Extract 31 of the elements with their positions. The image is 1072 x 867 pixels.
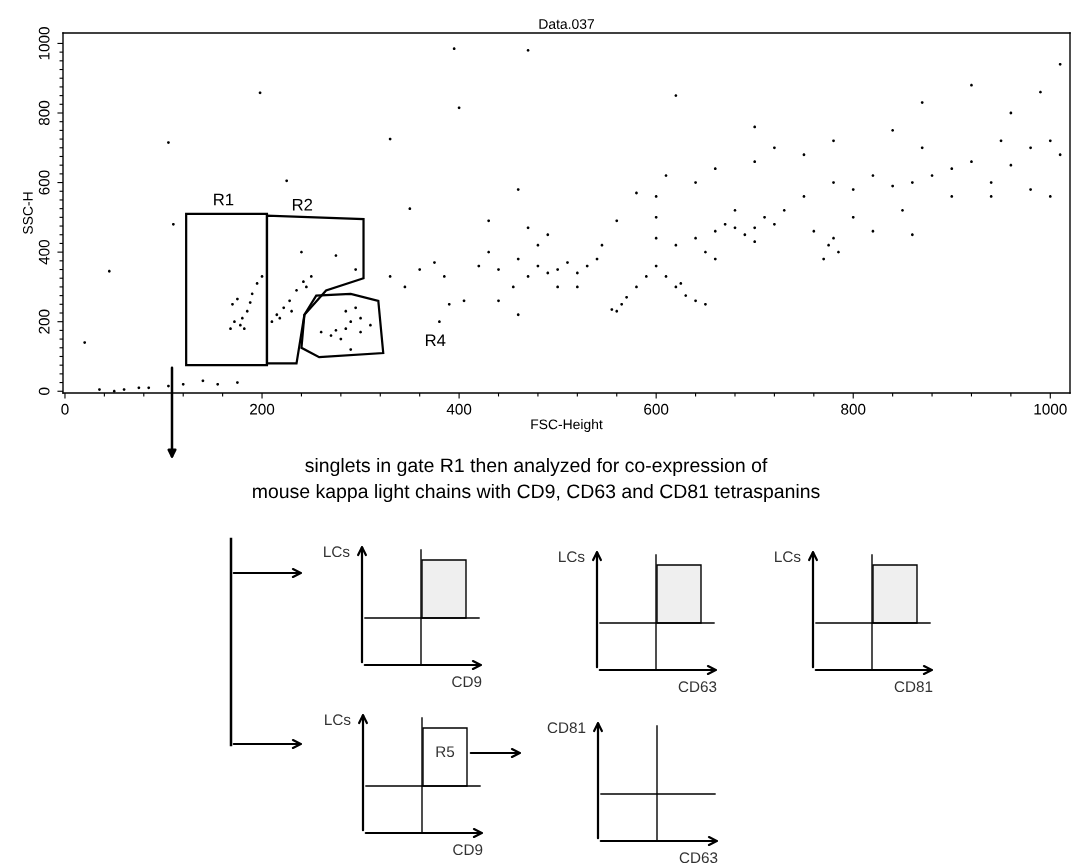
text: LCs	[559, 551, 585, 563]
text: LCs	[325, 714, 351, 726]
text: CD63	[678, 681, 717, 693]
text: CD9	[453, 844, 483, 856]
annotation: R1	[214, 193, 234, 206]
text: CD81	[547, 722, 586, 734]
y-tick-label: 200	[38, 309, 50, 334]
x-tick-label: 200	[250, 403, 275, 415]
text: CD9	[452, 676, 482, 688]
x-axis-title: FSC-Height	[531, 419, 603, 432]
x-tick-label: 1000	[1034, 403, 1067, 415]
y-tick-label: 0	[38, 387, 50, 395]
y-tick-label: 1000	[38, 27, 50, 60]
annotation: R4	[425, 334, 446, 347]
text: CD63	[679, 852, 718, 864]
x-tick-label: 800	[841, 403, 866, 415]
annotation: R2	[292, 198, 313, 211]
text: singlets in gate R1 then analyzed for co-expression of	[305, 457, 768, 477]
x-tick-label: 600	[644, 403, 669, 415]
y-axis-title: SSC-H	[22, 192, 33, 234]
y-tick-label: 800	[38, 100, 50, 126]
y-tick-label: 400	[38, 239, 50, 265]
x-tick-label: 0	[61, 403, 69, 415]
text: R5	[436, 746, 455, 758]
text: LCs	[775, 551, 801, 563]
text: LCs	[324, 546, 350, 558]
chart-title: Data.037	[539, 19, 594, 29]
y-tick-label: 600	[38, 170, 50, 195]
text: mouse kappa light chains with CD9, CD63 and CD81 tetraspanins	[253, 483, 820, 503]
x-tick-label: 400	[446, 403, 472, 415]
text: CD81	[894, 681, 933, 693]
